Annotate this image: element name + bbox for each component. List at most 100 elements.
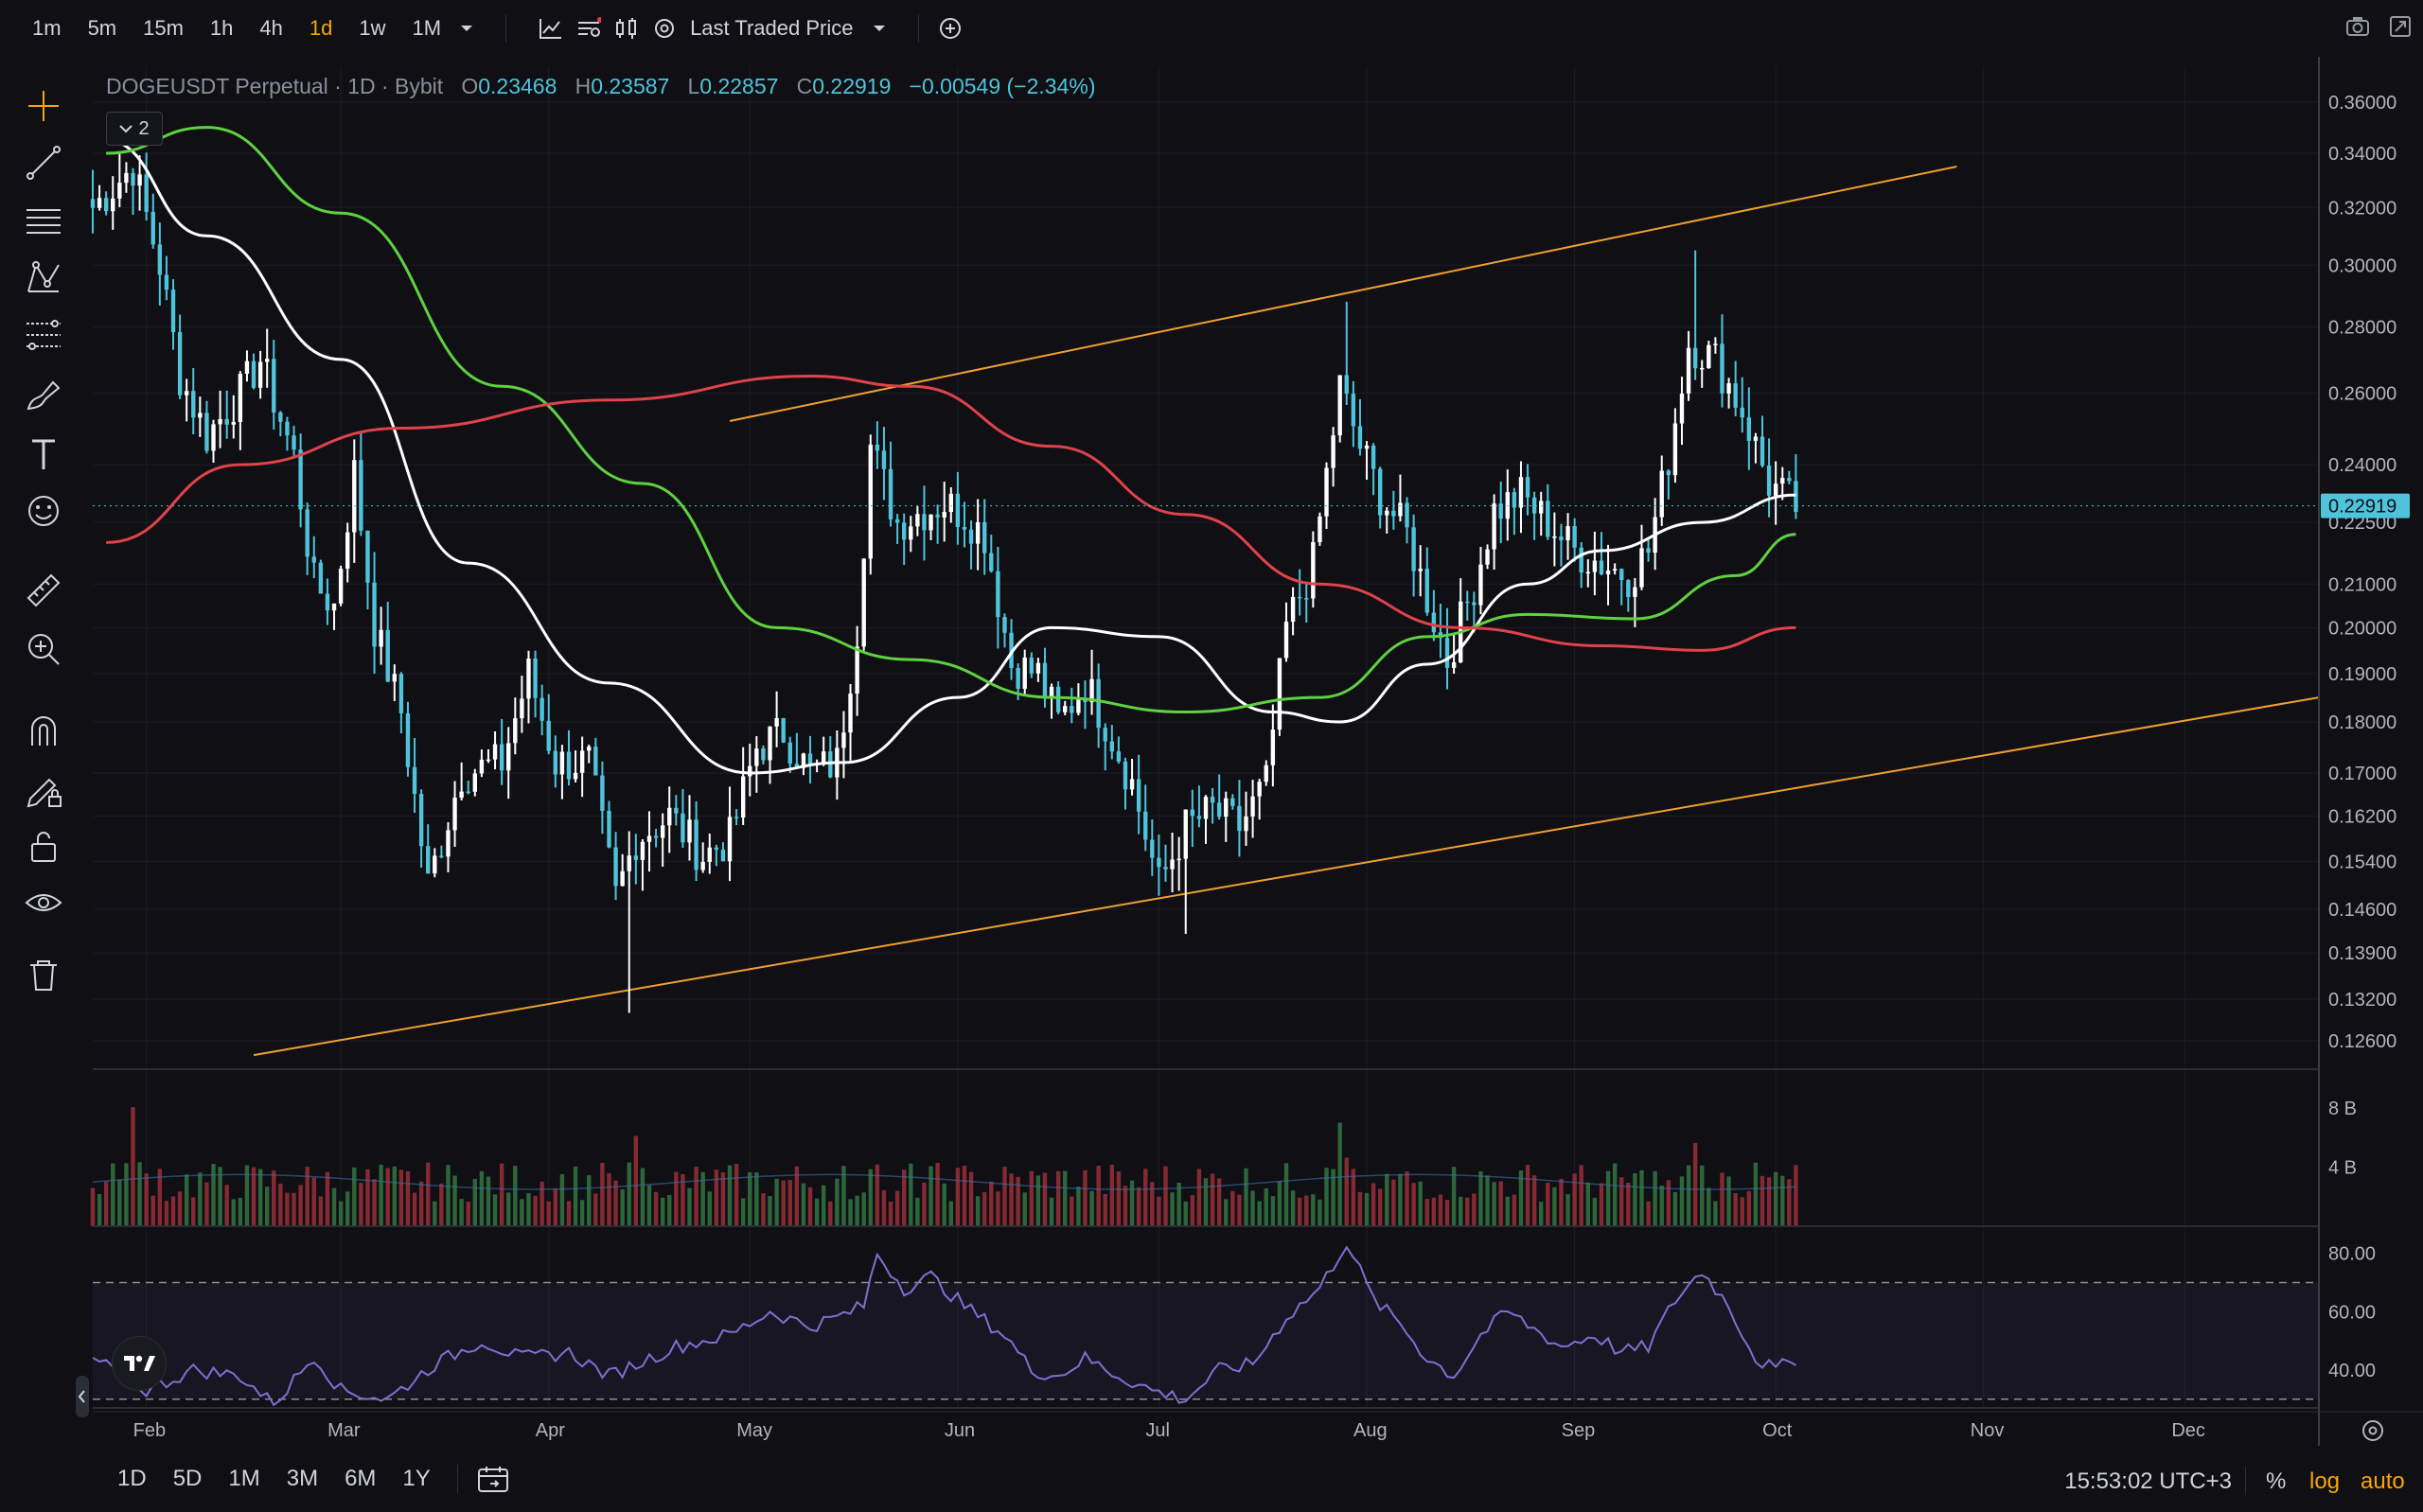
candle <box>298 433 303 528</box>
candle <box>1257 779 1262 820</box>
timeframe-4h[interactable]: 4h <box>259 16 283 40</box>
lock-drawing-icon[interactable] <box>21 766 66 812</box>
volume-bar <box>244 1165 250 1226</box>
chevron-down-icon[interactable] <box>867 16 892 41</box>
candle <box>1787 470 1792 484</box>
candle-body <box>674 807 679 814</box>
candle-body <box>1116 751 1122 762</box>
candle <box>1337 375 1342 443</box>
candle-body <box>553 750 558 775</box>
fib-tool-icon[interactable] <box>21 314 66 360</box>
volume-bar <box>1492 1182 1496 1226</box>
magnet-icon[interactable] <box>21 708 66 753</box>
candle-body <box>1257 782 1262 797</box>
candle <box>1224 791 1229 842</box>
ruler-icon[interactable] <box>21 568 66 613</box>
candle-body <box>1753 436 1759 441</box>
candle <box>446 821 451 872</box>
timeframe-1w[interactable]: 1w <box>359 16 386 40</box>
timeframe-5m[interactable]: 5m <box>87 16 117 40</box>
trend-line-icon[interactable] <box>21 140 66 185</box>
calendar-icon[interactable] <box>477 1465 509 1493</box>
horizontal-lines-icon[interactable] <box>21 199 66 244</box>
candles-icon[interactable] <box>614 16 639 41</box>
eye-icon[interactable] <box>21 880 66 925</box>
volume-bar <box>191 1197 196 1226</box>
volume-bar <box>1451 1167 1457 1226</box>
indicators-toggle[interactable]: 2 <box>106 112 163 146</box>
add-circle-icon[interactable] <box>938 16 963 41</box>
candle-body <box>922 514 927 531</box>
candle-body <box>1083 698 1088 703</box>
range-5D[interactable]: 5D <box>172 1466 203 1491</box>
volume-bar <box>513 1166 518 1226</box>
candle-body <box>1029 657 1035 674</box>
candle <box>264 328 270 388</box>
text-tool-icon[interactable] <box>21 431 66 477</box>
percent-toggle[interactable]: % <box>2266 1468 2287 1494</box>
trash-icon[interactable] <box>21 952 66 997</box>
candle-body <box>774 718 779 727</box>
volume-bar <box>1707 1187 1711 1226</box>
settings-icon[interactable] <box>652 16 677 41</box>
line-chart-icon[interactable] <box>539 16 563 41</box>
timeframe-1h[interactable]: 1h <box>209 16 234 40</box>
candle <box>787 736 792 773</box>
candle <box>546 694 551 755</box>
candle-body <box>137 174 142 186</box>
symbol-title[interactable]: DOGEUSDT Perpetual · 1D · Bybit <box>106 74 444 98</box>
volume-bar <box>365 1169 370 1226</box>
timeframe-1d[interactable]: 1d <box>309 16 333 40</box>
chevron-down-icon[interactable] <box>454 16 479 41</box>
volume-average-line <box>92 1173 1796 1190</box>
candle-body <box>1498 503 1503 519</box>
candle-body <box>748 765 752 777</box>
candle <box>1478 547 1483 615</box>
candle <box>1076 683 1081 716</box>
candle <box>1237 780 1242 857</box>
volume-bar <box>1787 1179 1792 1226</box>
camera-icon[interactable] <box>2345 15 2370 44</box>
candle-body <box>841 732 846 748</box>
clock[interactable]: 15:53:02 UTC+3 <box>2064 1468 2232 1494</box>
timeframe-15m[interactable]: 15m <box>143 16 184 40</box>
candle-body <box>687 819 692 843</box>
timeframe-1M[interactable]: 1M <box>412 16 442 40</box>
log-toggle[interactable]: log <box>2309 1468 2341 1494</box>
candle <box>352 439 357 563</box>
volume-bar <box>627 1162 631 1226</box>
candle-body <box>405 712 411 767</box>
pattern-icon[interactable] <box>21 255 66 301</box>
zoom-in-icon[interactable] <box>21 626 66 672</box>
crosshair-icon[interactable] <box>21 83 66 129</box>
candle-body <box>1055 686 1061 712</box>
candle-body <box>1633 587 1637 597</box>
volume-bar <box>1331 1169 1335 1226</box>
candle <box>418 789 424 869</box>
emoji-icon[interactable] <box>21 488 66 534</box>
brush-icon[interactable] <box>21 373 66 418</box>
volume-bar <box>620 1189 625 1226</box>
price-tick-label: 0.12600 <box>2328 1031 2396 1052</box>
volume-bar <box>915 1197 920 1226</box>
volume-bar <box>996 1191 1000 1226</box>
range-1Y[interactable]: 1Y <box>402 1466 431 1491</box>
indicators-icon[interactable] <box>576 16 602 41</box>
range-1M[interactable]: 1M <box>228 1466 260 1491</box>
unlock-icon[interactable] <box>21 823 66 869</box>
volume-bar <box>278 1183 283 1226</box>
range-1D[interactable]: 1D <box>117 1466 147 1491</box>
tradingview-logo[interactable] <box>112 1336 167 1391</box>
timeframe-1m[interactable]: 1m <box>32 16 62 40</box>
fullscreen-icon[interactable] <box>2389 15 2412 44</box>
volume-bar <box>1411 1183 1416 1226</box>
price-source-select[interactable]: Last Traded Price <box>690 16 854 40</box>
collapse-handle[interactable] <box>76 1376 89 1417</box>
volume-bar <box>1009 1173 1014 1226</box>
candle <box>1679 377 1685 446</box>
range-6M[interactable]: 6M <box>345 1466 377 1491</box>
volume-bar <box>962 1165 967 1226</box>
range-3M[interactable]: 3M <box>286 1466 319 1491</box>
price-tick-label: 0.17000 <box>2328 764 2396 784</box>
auto-toggle[interactable]: auto <box>2361 1468 2405 1494</box>
